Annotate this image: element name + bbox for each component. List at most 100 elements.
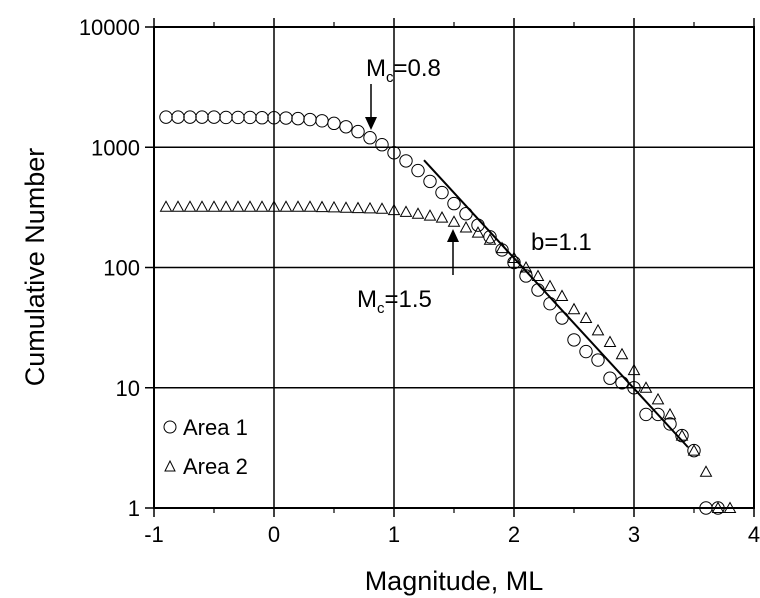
area-2-point	[411, 207, 425, 219]
area-1-point	[195, 110, 209, 124]
area-1-point	[159, 110, 173, 124]
legend-label-area-2: Area 2	[183, 454, 248, 479]
area-2-point	[603, 335, 617, 348]
legend-marker-area-1	[163, 420, 177, 434]
area-2-point	[171, 200, 185, 212]
area-2-point	[699, 465, 713, 477]
area-1-point	[291, 111, 305, 126]
area-2-point	[363, 201, 377, 214]
x-tick-labels: -1 0 1 2 3 4	[144, 522, 760, 547]
y-axis-title: Cumulative Number	[20, 148, 50, 387]
area-2-point	[219, 200, 233, 212]
area-2-point	[627, 363, 641, 376]
area-1-point	[243, 110, 257, 125]
area-1-point	[627, 381, 641, 395]
area-1-point	[579, 344, 593, 359]
area-2-point	[459, 220, 473, 233]
area-1-point	[327, 116, 341, 131]
area-2-point	[591, 323, 605, 336]
area-2-point	[639, 381, 653, 393]
area-2-point	[471, 226, 485, 238]
series-area-1	[159, 110, 725, 515]
area-1-point	[423, 174, 437, 189]
area-1-point	[375, 138, 389, 152]
area-1-point	[219, 110, 233, 125]
area-2-point	[315, 200, 329, 213]
annotation-mc-0.8-arrowhead	[365, 117, 377, 130]
area-1-point	[615, 376, 629, 390]
area-1-point	[183, 110, 197, 124]
area-2-point	[723, 501, 737, 513]
area-1-point	[543, 296, 557, 311]
annotation-mc-1.5-subscript: c	[377, 300, 385, 317]
area-1-point	[315, 114, 329, 128]
area-2-point	[231, 200, 245, 212]
area-2-point	[291, 200, 305, 212]
area-2-point	[615, 347, 629, 360]
area-2-point	[435, 211, 449, 223]
area-1-point	[699, 501, 713, 515]
x-tick-label: 4	[748, 522, 760, 547]
axis-ticks	[145, 18, 755, 517]
annotation-mc-1.5-arrowhead	[447, 229, 459, 242]
legend: Area 1 Area 2	[163, 415, 248, 479]
area-2-point	[555, 289, 569, 301]
area-2-point	[423, 209, 437, 221]
area-1-point	[303, 112, 317, 127]
area-2-point	[243, 200, 257, 212]
area-1-point	[363, 131, 377, 145]
area-2-point	[651, 392, 665, 405]
area-1-point	[399, 154, 413, 168]
area-2-point	[279, 200, 293, 212]
area-2-point	[303, 200, 317, 212]
area-2-point	[267, 200, 281, 212]
area-1-point	[651, 407, 665, 422]
area-1-point	[255, 111, 269, 125]
area-2-point	[351, 201, 365, 214]
annotation-mc-1.5-value: =1.5	[385, 286, 432, 313]
svg-text:Mc=1.5: Mc=1.5	[357, 286, 432, 317]
area-1-point	[171, 110, 185, 124]
area-2-point	[375, 202, 389, 214]
area-1-point	[519, 269, 533, 283]
annotation-b-value: b=1.1	[531, 229, 592, 256]
area-2-point	[447, 215, 461, 227]
area-2-point	[339, 201, 353, 213]
area-1-point	[339, 120, 353, 134]
series-area-2	[159, 200, 737, 513]
svg-text:Mc=0.8: Mc=0.8	[366, 55, 441, 86]
area-1-point	[231, 110, 245, 125]
area-2-point	[663, 407, 677, 420]
area-2-point	[255, 200, 269, 212]
area-1-point	[639, 407, 653, 422]
y-tick-label: 100	[103, 256, 140, 281]
area-2-point	[507, 251, 521, 263]
area-1-point	[555, 311, 569, 325]
x-tick-label: 2	[508, 522, 520, 547]
x-tick-label: 0	[268, 522, 280, 547]
area-2-point	[711, 501, 725, 513]
area-1-point	[495, 243, 509, 257]
y-tick-label: 10	[116, 376, 140, 401]
area-1-point	[435, 185, 449, 200]
area-2-point	[159, 200, 173, 212]
area-2-point	[399, 205, 413, 217]
y-tick-label: 10000	[79, 15, 140, 40]
annotation-mc-0.8-value: =0.8	[394, 55, 441, 82]
area-2-point	[483, 233, 497, 245]
area-2-point	[543, 279, 557, 292]
annotation-mc-0.8-label: M	[366, 55, 386, 82]
area-2-point	[567, 302, 581, 315]
area-2-point	[675, 429, 689, 441]
area-1-point	[567, 333, 581, 347]
legend-label-area-1: Area 1	[183, 415, 248, 440]
area-1-point	[279, 111, 293, 125]
area-2-point	[495, 241, 509, 254]
area-2-point	[207, 200, 221, 212]
area-1-point	[531, 283, 545, 297]
x-tick-label: 3	[628, 522, 640, 547]
area-1-point	[591, 353, 605, 367]
area-2-point	[195, 200, 209, 212]
area-1-point	[267, 111, 281, 125]
